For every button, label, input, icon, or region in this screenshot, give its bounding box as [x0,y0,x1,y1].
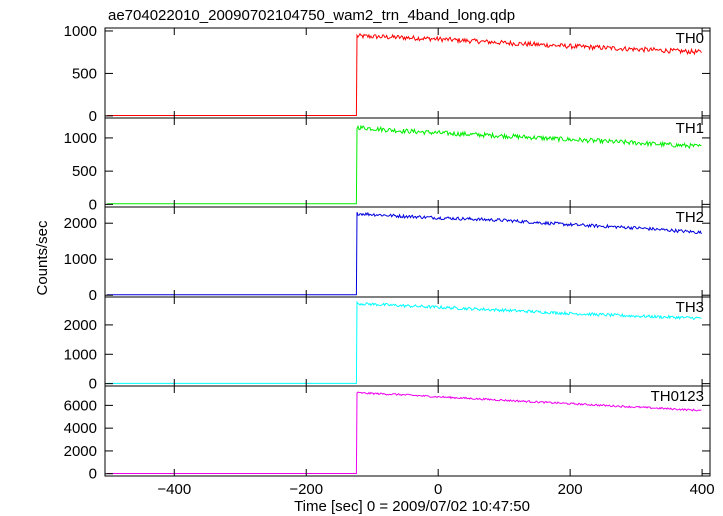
panel-label-th0: TH0 [676,30,704,47]
panels-group: 0 500 1000 TH0 0 500 1000 TH1 0 1000 2000 TH2 0 1000 2… [64,23,711,483]
y-tick-label: 2000 [64,443,97,460]
y-tick-label: 2000 [64,317,97,334]
panel-frame [104,206,711,298]
y-tick-label: 1000 [64,130,97,147]
panel-frame [104,385,711,477]
y-tick-label: 500 [72,65,97,82]
x-tick-label: 0 [434,481,442,498]
series-line-th1 [107,124,702,205]
y-tick-label: 1000 [64,346,97,363]
y-tick-label: 0 [89,108,97,125]
series-line-th0 [107,32,702,116]
y-tick-label: 0 [89,196,97,213]
panel-th0123: 0 2000 4000 6000 TH0123 [64,385,711,483]
panel-frame [104,117,711,208]
panel-label-th3: TH3 [676,299,704,316]
y-tick-label: 0 [89,287,97,304]
y-tick-label: 4000 [64,420,97,437]
panel-th2: 0 1000 2000 TH2 [64,206,711,304]
panel-frame [104,27,711,119]
y-tick-label: 0 [89,376,97,393]
panel-th3: 0 1000 2000 TH3 [64,296,711,393]
y-tick-label: 6000 [64,397,97,414]
x-tick-label: −400 [157,481,191,498]
x-tick-label: 400 [690,481,715,498]
x-axis-label: Time [sec] 0 = 2009/07/02 10:47:50 [294,498,530,515]
panel-th0: 0 500 1000 TH0 [64,23,711,125]
x-axis: −400 −200 0 200 400 [157,481,714,498]
x-tick-label: 200 [558,481,583,498]
y-tick-label: 0 [89,466,97,483]
panel-label-th0123: TH0123 [651,388,704,405]
y-tick-label: 1000 [64,251,97,268]
y-axis-label: Counts/sec [34,220,51,296]
y-tick-label: 500 [72,163,97,180]
y-tick-label: 1000 [64,23,97,40]
y-tick-label: 2000 [64,215,97,232]
panel-frame [104,296,711,387]
panel-th1: 0 500 1000 TH1 [64,117,711,213]
series-line-th3 [107,300,702,384]
chart-title: ae704022010_20090702104750_wam2_trn_4ban… [108,7,515,24]
series-line-th2 [107,211,702,296]
panel-label-th1: TH1 [676,120,704,137]
series-line-th0123 [107,391,702,474]
x-tick-label: −200 [289,481,323,498]
panel-label-th2: TH2 [676,209,704,226]
